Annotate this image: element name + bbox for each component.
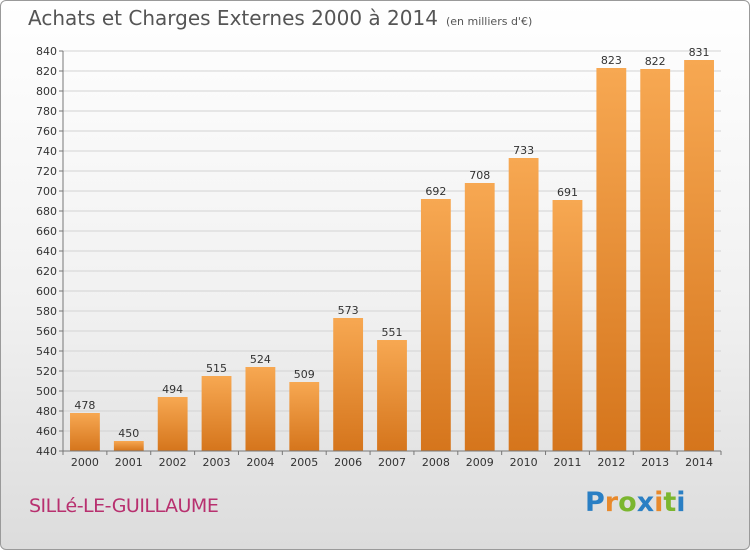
x-tick-label: 2004 [246, 456, 274, 469]
proxiti-logo[interactable]: Proxiti [585, 487, 686, 518]
y-tick-label: 640 [36, 245, 57, 258]
data-label-2010: 733 [513, 144, 534, 157]
x-tick-label: 2011 [553, 456, 581, 469]
bar-2005 [289, 382, 320, 451]
logo-letter: i [654, 487, 664, 518]
bar-2008 [420, 199, 451, 451]
data-labels: 478 450 494 515 524 509 573 551 692 708 733 691 823 8… [74, 46, 709, 440]
data-label-2002: 494 [162, 383, 183, 396]
bar-2012 [596, 68, 627, 451]
y-tick-label: 680 [36, 205, 57, 218]
x-tick-label: 2005 [290, 456, 318, 469]
logo-letter: P [585, 487, 605, 518]
data-label-2009: 708 [469, 169, 490, 182]
y-tick-label: 500 [36, 385, 57, 398]
data-label-2011: 691 [557, 186, 578, 199]
y-tick-label: 440 [36, 445, 57, 458]
x-tick-label: 2006 [334, 456, 362, 469]
data-label-2007: 551 [382, 326, 403, 339]
data-label-2012: 823 [601, 54, 622, 67]
data-label-2008: 692 [425, 185, 446, 198]
title-text: Achats et Charges Externes 2000 à 2014 [28, 6, 438, 30]
y-tick-label: 600 [36, 285, 57, 298]
logo-letter: t [663, 487, 677, 518]
data-label-2001: 450 [118, 427, 139, 440]
y-tick-label: 800 [36, 85, 57, 98]
x-tick-label: 2008 [422, 456, 450, 469]
y-tick-label: 700 [36, 185, 57, 198]
bar-2009 [464, 183, 495, 451]
chart-title: Achats et Charges Externes 2000 à 2014 (e… [28, 6, 532, 30]
y-tick-label: 780 [36, 105, 57, 118]
y-tick-label: 580 [36, 305, 57, 318]
x-tick-label: 2009 [466, 456, 494, 469]
bar-2010 [508, 158, 539, 451]
y-tick-label: 540 [36, 345, 57, 358]
town-name: SILLé-LE-GUILLAUME [29, 495, 219, 517]
x-tick-label: 2003 [203, 456, 231, 469]
y-tick-label: 560 [36, 325, 57, 338]
data-label-2013: 822 [645, 55, 666, 68]
logo-letter: o [618, 487, 637, 518]
x-tick-label: 2014 [685, 456, 713, 469]
logo-letter: r [604, 487, 619, 518]
x-tick-label: 2007 [378, 456, 406, 469]
bar-2002 [157, 397, 188, 451]
bars [70, 60, 714, 451]
data-label-2006: 573 [338, 304, 359, 317]
x-tick-label: 2010 [510, 456, 538, 469]
x-tick-label: 2000 [71, 456, 99, 469]
y-tick-label: 660 [36, 225, 57, 238]
y-tick-label: 840 [36, 45, 57, 58]
y-tick-label: 460 [36, 425, 57, 438]
y-tick-label: 820 [36, 65, 57, 78]
logo-letter: x [636, 487, 655, 518]
data-label-2004: 524 [250, 353, 271, 366]
data-label-2014: 831 [689, 46, 710, 59]
x-tick-label: 2001 [115, 456, 143, 469]
data-label-2005: 509 [294, 368, 315, 381]
bar-2006 [333, 318, 364, 451]
y-tick-label: 520 [36, 365, 57, 378]
y-tick-label: 620 [36, 265, 57, 278]
y-tick-label: 720 [36, 165, 57, 178]
bar-2001 [113, 441, 144, 451]
y-tick-label: 760 [36, 125, 57, 138]
bar-2003 [201, 376, 232, 451]
logo-letter: i [676, 487, 686, 518]
bar-2000 [70, 413, 100, 451]
bar-2011 [552, 200, 583, 451]
x-tick-label: 2013 [641, 456, 669, 469]
bar-2004 [245, 367, 276, 451]
y-tick-label: 740 [36, 145, 57, 158]
bar-2007 [377, 340, 407, 451]
bar-2013 [640, 69, 671, 451]
x-tick-label: 2002 [159, 456, 187, 469]
axes: 440 460 480 500 520 540 560 580 600 620 640 660 680 7… [36, 45, 722, 469]
chart-unit: (en milliers d'€) [445, 15, 533, 28]
y-tick-label: 480 [36, 405, 57, 418]
data-label-2000: 478 [74, 399, 95, 412]
x-tick-label: 2012 [597, 456, 625, 469]
bar-2014 [684, 60, 714, 451]
data-label-2003: 515 [206, 362, 227, 375]
